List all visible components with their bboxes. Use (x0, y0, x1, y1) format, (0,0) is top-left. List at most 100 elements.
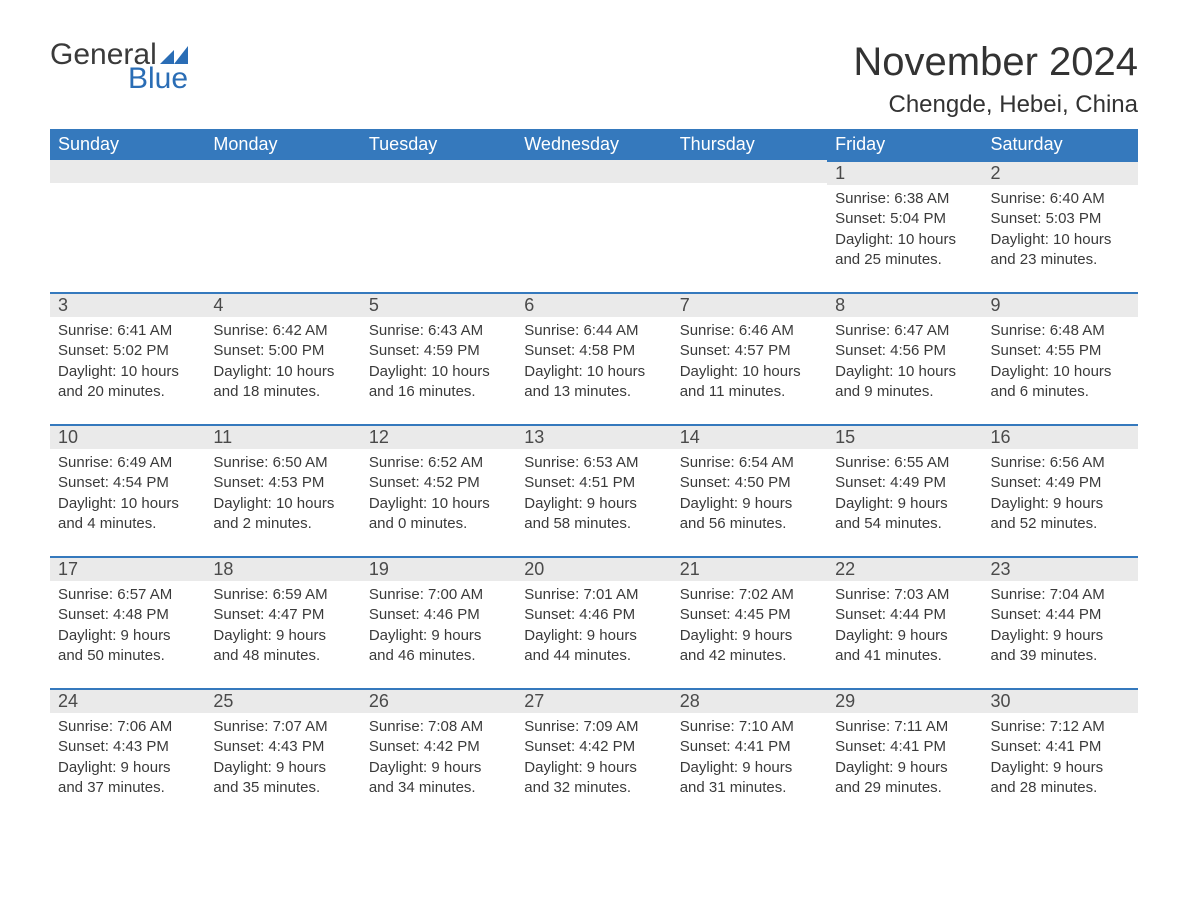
day-number: 24 (50, 690, 205, 713)
calendar-week-row: 1Sunrise: 6:38 AMSunset: 5:04 PMDaylight… (50, 160, 1138, 292)
sunset-line: Sunset: 4:41 PM (835, 737, 974, 757)
calendar-cell: 17Sunrise: 6:57 AMSunset: 4:48 PMDayligh… (50, 556, 205, 688)
day-number: 9 (983, 294, 1138, 317)
sunset-line: Sunset: 4:47 PM (213, 605, 352, 625)
day-details: Sunrise: 6:38 AMSunset: 5:04 PMDaylight:… (827, 185, 982, 278)
sunrise-line: Sunrise: 6:57 AM (58, 585, 197, 605)
sunrise-line: Sunrise: 6:53 AM (524, 453, 663, 473)
calendar-cell (361, 160, 516, 292)
calendar-week-row: 24Sunrise: 7:06 AMSunset: 4:43 PMDayligh… (50, 688, 1138, 820)
daylight-line: Daylight: 10 hours and 16 minutes. (369, 362, 508, 403)
day-number: 21 (672, 558, 827, 581)
day-number: 26 (361, 690, 516, 713)
calendar-cell: 27Sunrise: 7:09 AMSunset: 4:42 PMDayligh… (516, 688, 671, 820)
sunrise-line: Sunrise: 7:10 AM (680, 717, 819, 737)
day-number: 29 (827, 690, 982, 713)
day-number: 16 (983, 426, 1138, 449)
day-details: Sunrise: 6:54 AMSunset: 4:50 PMDaylight:… (672, 449, 827, 542)
day-number: 19 (361, 558, 516, 581)
day-details: Sunrise: 6:52 AMSunset: 4:52 PMDaylight:… (361, 449, 516, 542)
calendar-cell: 15Sunrise: 6:55 AMSunset: 4:49 PMDayligh… (827, 424, 982, 556)
calendar-cell: 11Sunrise: 6:50 AMSunset: 4:53 PMDayligh… (205, 424, 360, 556)
sunset-line: Sunset: 4:41 PM (991, 737, 1130, 757)
sunrise-line: Sunrise: 6:56 AM (991, 453, 1130, 473)
calendar-week-row: 10Sunrise: 6:49 AMSunset: 4:54 PMDayligh… (50, 424, 1138, 556)
calendar-cell: 25Sunrise: 7:07 AMSunset: 4:43 PMDayligh… (205, 688, 360, 820)
sunset-line: Sunset: 4:48 PM (58, 605, 197, 625)
calendar-week-row: 3 Sunrise: 6:41 AMSunset: 5:02 PM Daylight… (50, 292, 1138, 424)
calendar-cell: 10Sunrise: 6:49 AMSunset: 4:54 PMDayligh… (50, 424, 205, 556)
daylight-line: Daylight: 9 hours and 32 minutes. (524, 758, 663, 799)
daylight-line: Daylight: 9 hours and 58 minutes. (524, 494, 663, 535)
calendar-cell: 14Sunrise: 6:54 AMSunset: 4:50 PMDayligh… (672, 424, 827, 556)
calendar-cell: 12Sunrise: 6:52 AMSunset: 4:52 PMDayligh… (361, 424, 516, 556)
day-number: 17 (50, 558, 205, 581)
calendar-cell: 21Sunrise: 7:02 AMSunset: 4:45 PMDayligh… (672, 556, 827, 688)
day-details: Sunrise: 7:00 AMSunset: 4:46 PMDaylight:… (361, 581, 516, 674)
daylight-line: Daylight: 9 hours and 44 minutes. (524, 626, 663, 667)
sunset-line: Sunset: 4:59 PM (369, 341, 508, 361)
daylight-line: Daylight: 10 hours and 18 minutes. (213, 362, 352, 403)
day-details: Sunrise: 6:47 AMSunset: 4:56 PMDaylight:… (827, 317, 982, 410)
daylight-line: Daylight: 9 hours and 52 minutes. (991, 494, 1130, 535)
header: General Blue November 2024 Chengde, Hebe… (50, 40, 1138, 119)
daylight-line: Daylight: 10 hours and 6 minutes. (991, 362, 1130, 403)
daylight-line: Daylight: 9 hours and 28 minutes. (991, 758, 1130, 799)
daylight-line: Daylight: 10 hours and 25 minutes. (835, 230, 974, 271)
sunrise-line: Sunrise: 7:01 AM (524, 585, 663, 605)
daylight-line: Daylight: 9 hours and 48 minutes. (213, 626, 352, 667)
day-details: Sunrise: 6:59 AMSunset: 4:47 PMDaylight:… (205, 581, 360, 674)
sunset-line: Sunset: 4:52 PM (369, 473, 508, 493)
calendar-cell: 26Sunrise: 7:08 AMSunset: 4:42 PMDayligh… (361, 688, 516, 820)
day-number: 1 (827, 162, 982, 185)
sunset-line: Sunset: 4:57 PM (680, 341, 819, 361)
sunrise-line: Sunrise: 6:44 AM (524, 321, 663, 341)
calendar-cell: 3Sunrise: 6:41 AMSunset: 5:02 PMDaylight… (50, 292, 205, 424)
calendar-cell: 2Sunrise: 6:40 AMSunset: 5:03 PMDaylight… (983, 160, 1138, 292)
daylight-line: Daylight: 9 hours and 35 minutes. (213, 758, 352, 799)
sunrise-line: Sunrise: 7:11 AM (835, 717, 974, 737)
calendar-cell: 9Sunrise: 6:48 AMSunset: 4:55 PMDaylight… (983, 292, 1138, 424)
weekday-header: Saturday (983, 129, 1138, 160)
day-number: 5 (361, 294, 516, 317)
location: Chengde, Hebei, China (853, 91, 1138, 119)
sunrise-line: Sunrise: 6:48 AM (991, 321, 1130, 341)
day-number: 4 (205, 294, 360, 317)
calendar-table: SundayMondayTuesdayWednesdayThursdayFrid… (50, 129, 1138, 820)
day-number: 7 (672, 294, 827, 317)
calendar-cell: 20Sunrise: 7:01 AMSunset: 4:46 PMDayligh… (516, 556, 671, 688)
day-details: Sunrise: 6:48 AMSunset: 4:55 PMDaylight:… (983, 317, 1138, 410)
day-details: Sunrise: 6:50 AMSunset: 4:53 PMDaylight:… (205, 449, 360, 542)
day-number: 3 (50, 294, 205, 317)
sunset-line: Sunset: 4:41 PM (680, 737, 819, 757)
sunrise-line: Sunrise: 6:41 AM (58, 321, 197, 341)
day-number: 13 (516, 426, 671, 449)
day-details: Sunrise: 6:57 AMSunset: 4:48 PMDaylight:… (50, 581, 205, 674)
sunset-line: Sunset: 4:55 PM (991, 341, 1130, 361)
calendar-cell: 18Sunrise: 6:59 AMSunset: 4:47 PMDayligh… (205, 556, 360, 688)
day-details: Sunrise: 6:43 AMSunset: 4:59 PMDaylight:… (361, 317, 516, 410)
sunrise-line: Sunrise: 6:49 AM (58, 453, 197, 473)
day-details: Sunrise: 7:06 AMSunset: 4:43 PMDaylight:… (50, 713, 205, 806)
day-details: Sunrise: 6:56 AMSunset: 4:49 PMDaylight:… (983, 449, 1138, 542)
sunrise-line: Sunrise: 6:59 AM (213, 585, 352, 605)
daylight-line: Daylight: 10 hours and 0 minutes. (369, 494, 508, 535)
day-number: 14 (672, 426, 827, 449)
sunrise-line: Sunrise: 6:52 AM (369, 453, 508, 473)
day-number: 8 (827, 294, 982, 317)
sunrise-line: Sunrise: 7:09 AM (524, 717, 663, 737)
weekday-header: Wednesday (516, 129, 671, 160)
sunrise-line: Sunrise: 7:12 AM (991, 717, 1130, 737)
day-number: 2 (983, 162, 1138, 185)
sunset-line: Sunset: 4:53 PM (213, 473, 352, 493)
day-details: Sunrise: 6:42 AMSunset: 5:00 PMDaylight:… (205, 317, 360, 410)
weekday-header: Sunday (50, 129, 205, 160)
day-details: Sunrise: 6:40 AMSunset: 5:03 PMDaylight:… (983, 185, 1138, 278)
calendar-cell (205, 160, 360, 292)
calendar-cell: 5Sunrise: 6:43 AMSunset: 4:59 PMDaylight… (361, 292, 516, 424)
sunset-line: Sunset: 5:02 PM (58, 341, 197, 361)
day-details: Sunrise: 7:10 AMSunset: 4:41 PMDaylight:… (672, 713, 827, 806)
daylight-line: Daylight: 9 hours and 54 minutes. (835, 494, 974, 535)
sunrise-line: Sunrise: 7:02 AM (680, 585, 819, 605)
day-details: Sunrise: 6:55 AMSunset: 4:49 PMDaylight:… (827, 449, 982, 542)
